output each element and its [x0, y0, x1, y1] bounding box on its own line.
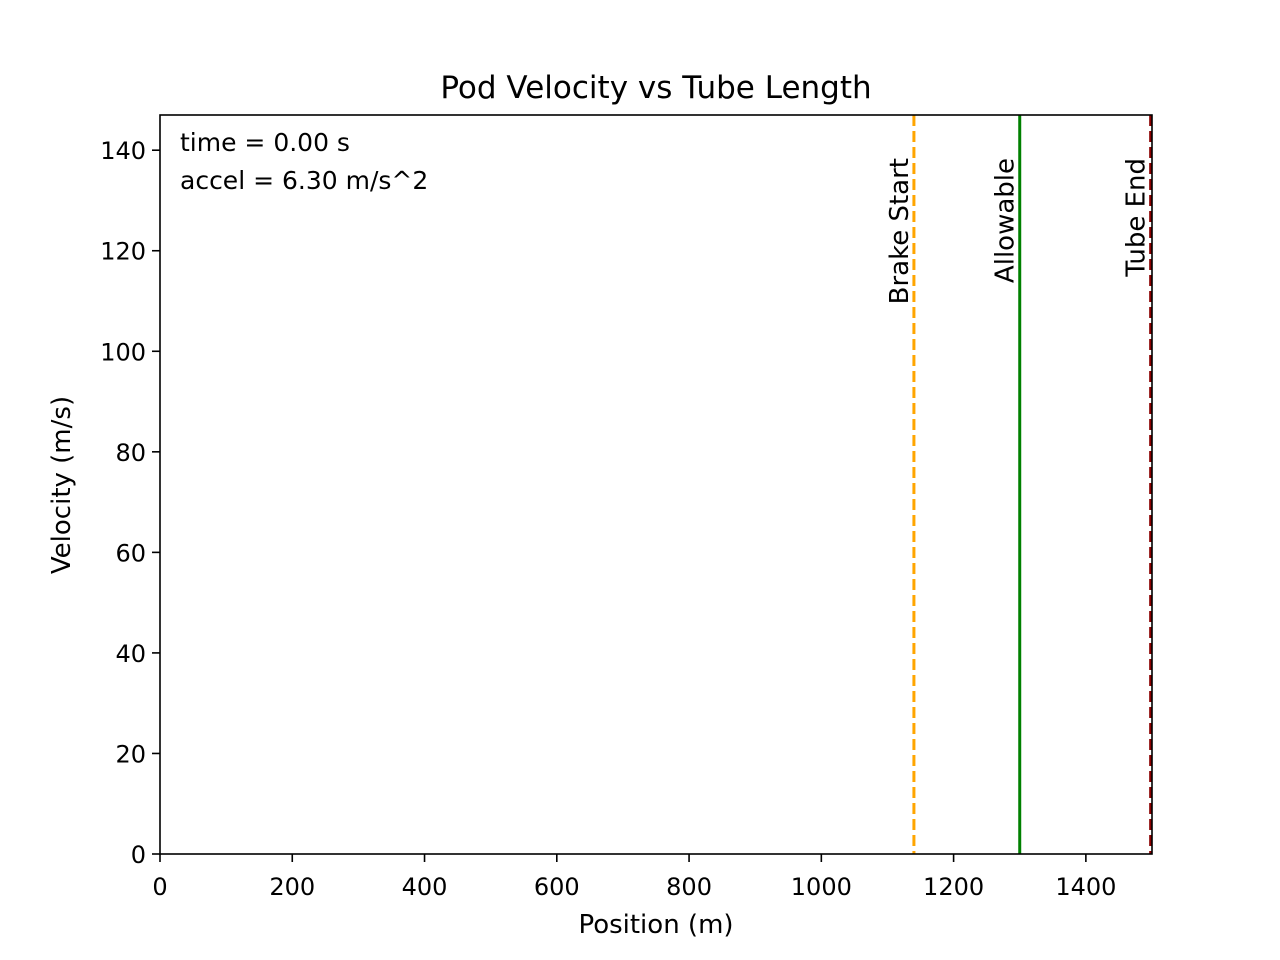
vline-label: Brake Start	[885, 158, 915, 304]
chart-title: Pod Velocity vs Tube Length	[440, 70, 871, 106]
x-tick-label: 600	[534, 873, 580, 901]
x-tick-label: 1000	[791, 873, 852, 901]
x-tick-label: 400	[402, 873, 448, 901]
x-tick-label: 1400	[1055, 873, 1116, 901]
reference-lines: Brake Start Allowable Tube End	[885, 115, 1153, 854]
x-tick-label: 800	[666, 873, 712, 901]
y-tick-label: 120	[100, 238, 146, 266]
y-tick-label: 20	[115, 740, 146, 768]
x-tick-label: 1200	[923, 873, 984, 901]
vline-label: Tube End	[1122, 158, 1152, 278]
x-axis-label: Position (m)	[578, 910, 733, 940]
plot-frame	[159, 114, 1153, 855]
y-axis-label: Velocity (m/s)	[47, 396, 77, 574]
y-axis-ticks: 0 20 40 60 80 100 120 140	[100, 137, 160, 869]
y-tick-label: 100	[100, 338, 146, 366]
accel-annotation: accel = 6.30 m/s^2	[180, 166, 428, 195]
y-tick-label: 0	[131, 841, 146, 869]
x-tick-label: 0	[152, 873, 167, 901]
y-tick-label: 140	[100, 137, 146, 165]
vline-label: Allowable	[991, 158, 1021, 283]
x-axis-ticks: 0 200 400 600 800 1000 1200 1400	[152, 854, 1116, 901]
x-tick-label: 200	[269, 873, 315, 901]
y-tick-label: 80	[115, 439, 146, 467]
y-tick-label: 60	[115, 539, 146, 567]
y-tick-label: 40	[115, 640, 146, 668]
time-annotation: time = 0.00 s	[180, 128, 350, 157]
